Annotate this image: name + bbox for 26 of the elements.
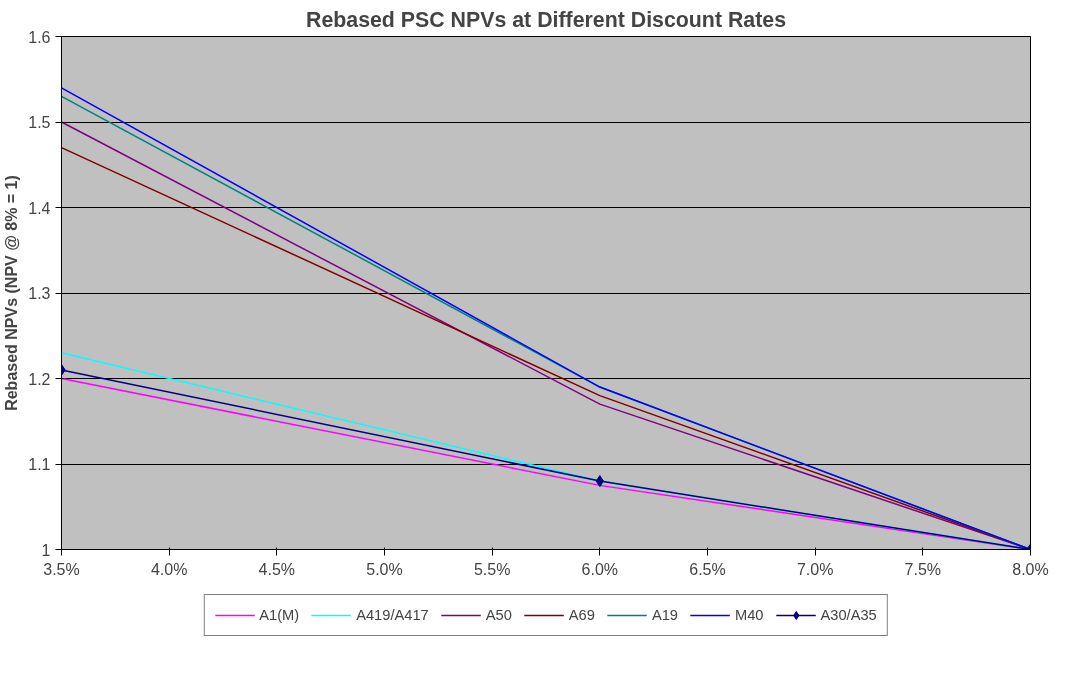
x-tick-label: 4.5% xyxy=(258,560,296,578)
x-tick-label: 8.0% xyxy=(1012,560,1049,578)
legend-label: A69 xyxy=(568,607,595,623)
x-tick-label: 6.0% xyxy=(581,560,619,578)
y-tick-label: 1.5 xyxy=(28,114,51,131)
x-tick-label: 6.5% xyxy=(689,560,726,578)
legend-label: A50 xyxy=(485,607,512,623)
y-tick-label: 1.3 xyxy=(28,285,51,302)
legend-label: A1(M) xyxy=(259,607,300,623)
y-tick-label: 1.6 xyxy=(28,28,51,46)
legend-label: A19 xyxy=(651,607,678,623)
y-tick-label: 1.1 xyxy=(28,456,51,473)
legend-label: A30/A35 xyxy=(820,607,877,623)
x-tick-label: 7.5% xyxy=(904,560,942,578)
x-tick-label: 3.5% xyxy=(43,560,80,578)
y-tick-label: 1 xyxy=(41,541,51,559)
chart-title: Rebased PSC NPVs at Different Discount Rates xyxy=(306,7,787,32)
x-tick-label: 5.5% xyxy=(473,560,511,578)
y-tick-label: 1.4 xyxy=(28,199,51,217)
x-tick-label: 5.0% xyxy=(366,560,403,578)
legend-label: A419/A417 xyxy=(356,607,429,623)
legend-label: M40 xyxy=(734,607,764,623)
y-tick-label: 1.2 xyxy=(28,370,51,388)
x-tick-label: 4.0% xyxy=(150,560,188,578)
x-tick-label: 7.0% xyxy=(796,560,834,578)
y-axis-title: Rebased NPVs (NPV @ 8% = 1) xyxy=(3,175,21,411)
